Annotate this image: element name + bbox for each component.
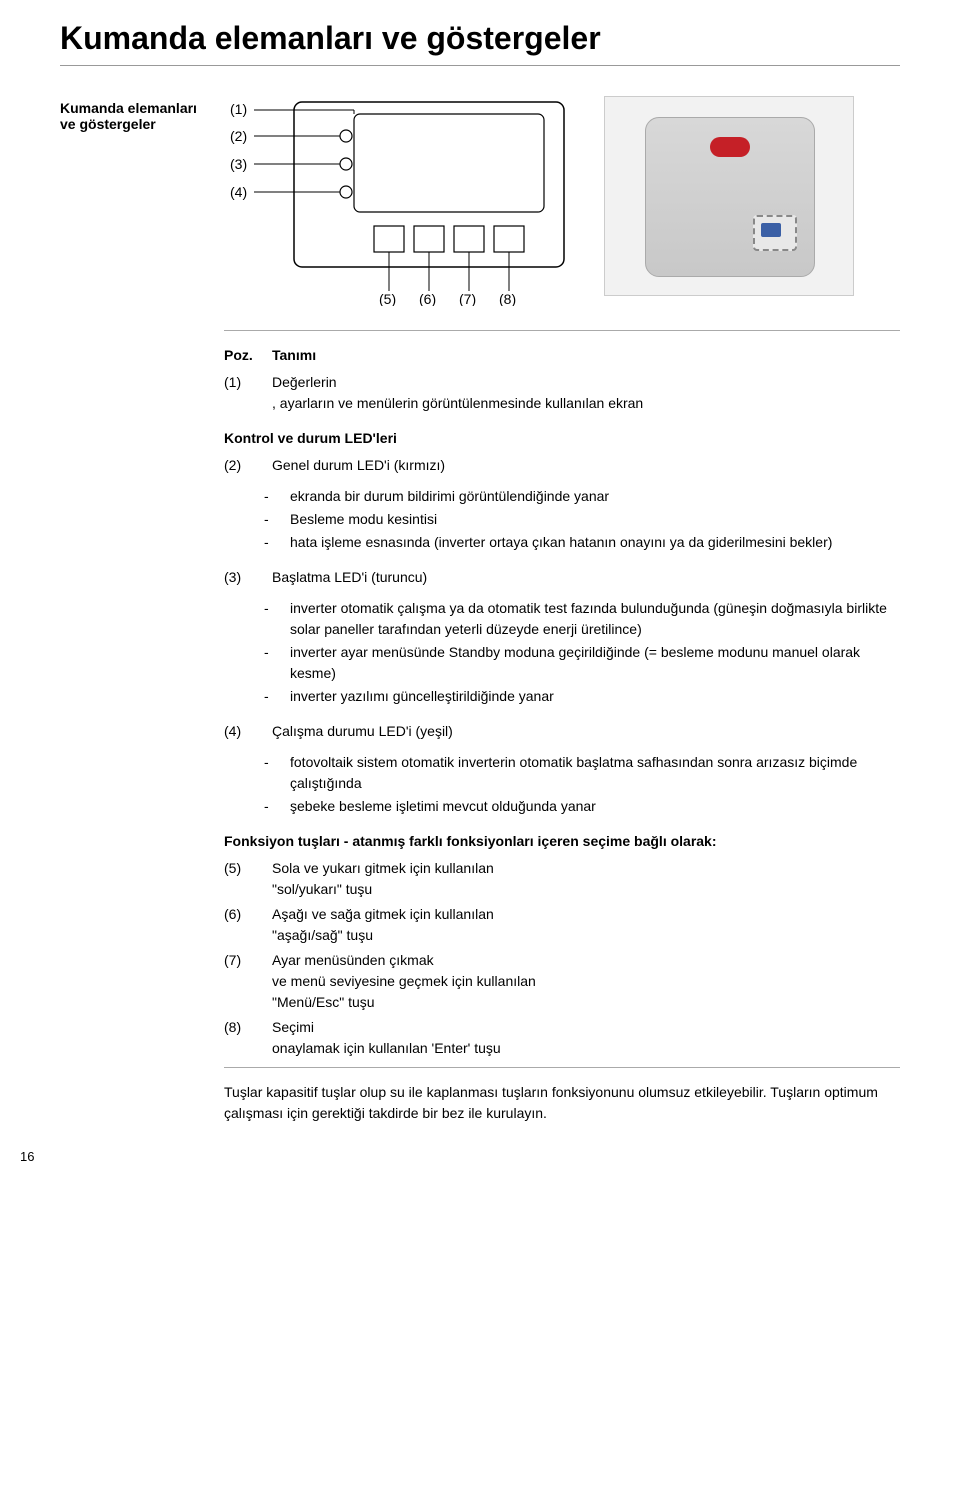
bullets-2: -ekranda bir durum bildirimi görüntülend… [264,486,900,553]
bullet-text: fotovoltaik sistem otomatik inverterin o… [290,752,900,794]
footer-note: Tuşlar kapasitif tuşlar olup su ile kapl… [224,1082,900,1124]
dash: - [264,752,274,794]
page-title: Kumanda elemanları ve göstergeler [60,20,900,57]
bullet-text: hata işleme esnasında (inverter ortaya ç… [290,532,900,553]
row3-num: (3) [224,567,252,588]
figure-row: (1) (2) (3) (4) (5) (6) (7) (8) [224,96,900,306]
table-top-rule [224,330,900,331]
section-keys-title: Fonksiyon tuşları - atanmış farklı fonks… [224,831,900,852]
row4-num: (4) [224,721,252,742]
bullet-text: inverter ayar menüsünde Standby moduna g… [290,642,900,684]
row5-text: Sola ve yukarı gitmek için kullanılan "s… [272,858,900,900]
device-panel-highlight [753,215,797,251]
row4-text: Çalışma durumu LED'i (yeşil) [272,721,900,742]
product-photo [604,96,854,296]
dash: - [264,796,274,817]
bullet-text: ekranda bir durum bildirimi görüntülendi… [290,486,900,507]
bullet-text: inverter yazılımı güncelleştirildiğinde … [290,686,900,707]
callout-3: (3) [230,156,247,172]
section-led-title: Kontrol ve durum LED'leri [224,428,900,449]
dash: - [264,532,274,553]
callout-2: (2) [230,128,247,144]
row7-text: Ayar menüsünden çıkmak ve menü seviyesin… [272,950,900,1013]
schematic-diagram: (1) (2) (3) (4) (5) (6) (7) (8) [224,96,584,306]
callout-1: (1) [230,101,247,117]
dash: - [264,509,274,530]
row1-text: Değerlerin , ayarların ve menülerin görü… [272,372,900,414]
callout-6: (6) [419,291,436,306]
dash: - [264,486,274,507]
col-header-poz: Poz. [224,345,252,366]
bullet-text: inverter otomatik çalışma ya da otomatik… [290,598,900,640]
row7-num: (7) [224,950,252,1013]
row1-num: (1) [224,372,252,414]
device-badge [710,137,750,157]
callout-5: (5) [379,291,396,306]
row6-text: Aşağı ve sağa gitmek için kullanılan "aş… [272,904,900,946]
callout-8: (8) [499,291,516,306]
row8-num: (8) [224,1017,252,1059]
row6-num: (6) [224,904,252,946]
row5-num: (5) [224,858,252,900]
table-bottom-rule [224,1067,900,1068]
device-screen [761,223,781,237]
callout-7: (7) [459,291,476,306]
col-header-tanimi: Tanımı [272,345,316,366]
dash: - [264,686,274,707]
row3-text: Başlatma LED'i (turuncu) [272,567,900,588]
bullets-4: -fotovoltaik sistem otomatik inverterin … [264,752,900,817]
page-number: 16 [20,1149,34,1164]
bullet-text: Besleme modu kesintisi [290,509,900,530]
bullets-3: -inverter otomatik çalışma ya da otomati… [264,598,900,707]
bullet-text: şebeke besleme işletimi mevcut olduğunda… [290,796,900,817]
title-divider [60,65,900,66]
row2-text: Genel durum LED'i (kırmızı) [272,455,900,476]
row2-num: (2) [224,455,252,476]
row8-text: Seçimi onaylamak için kullanılan 'Enter'… [272,1017,900,1059]
dash: - [264,642,274,684]
callout-4: (4) [230,184,247,200]
sidebar-label: Kumanda elemanları ve göstergeler [60,96,200,1124]
dash: - [264,598,274,640]
